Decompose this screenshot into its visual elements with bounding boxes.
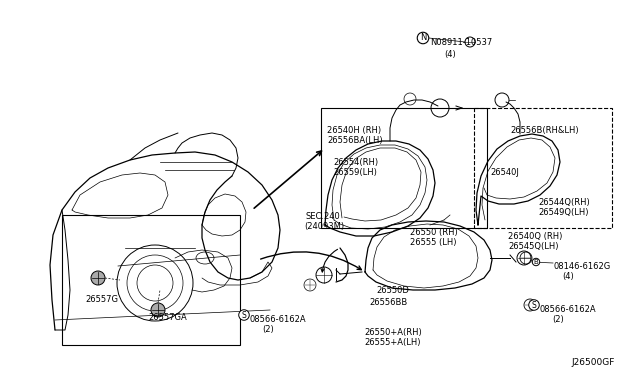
Text: 26550+A(RH): 26550+A(RH)	[364, 328, 422, 337]
Text: 26555+A(LH): 26555+A(LH)	[364, 338, 420, 347]
Text: 26557G: 26557G	[85, 295, 118, 304]
Text: (2): (2)	[262, 325, 274, 334]
Text: 26557GA: 26557GA	[148, 313, 187, 322]
Text: 26554(RH): 26554(RH)	[333, 158, 378, 167]
Text: 26545Q(LH): 26545Q(LH)	[508, 242, 559, 251]
Text: (24093M): (24093M)	[304, 222, 344, 231]
Text: S: S	[532, 301, 536, 310]
Text: B: B	[534, 259, 538, 265]
Text: 26544Q(RH): 26544Q(RH)	[538, 198, 589, 207]
Text: 26556BB: 26556BB	[369, 298, 407, 307]
Text: 26540J: 26540J	[490, 168, 519, 177]
Text: N08911-10537: N08911-10537	[430, 38, 492, 47]
Bar	[62, 215, 240, 345]
Text: 26540Q (RH): 26540Q (RH)	[508, 232, 563, 241]
Text: 08566-6162A: 08566-6162A	[540, 305, 596, 314]
Text: N: N	[420, 33, 426, 42]
Circle shape	[151, 303, 165, 317]
Text: J26500GF: J26500GF	[572, 358, 615, 367]
Text: 26556B(RH&LH): 26556B(RH&LH)	[510, 126, 579, 135]
Circle shape	[91, 271, 105, 285]
Text: 26559(LH): 26559(LH)	[333, 168, 377, 177]
Text: 26550 (RH): 26550 (RH)	[410, 228, 458, 237]
Text: 26540H (RH): 26540H (RH)	[327, 126, 381, 135]
Text: 26555 (LH): 26555 (LH)	[410, 238, 456, 247]
Text: S: S	[242, 311, 246, 320]
Text: 26556BA(LH): 26556BA(LH)	[327, 136, 383, 145]
Text: 08566-6162A: 08566-6162A	[249, 315, 306, 324]
Text: (4): (4)	[562, 272, 573, 281]
Text: SEC.240: SEC.240	[306, 212, 340, 221]
Text: 26549Q(LH): 26549Q(LH)	[538, 208, 589, 217]
Text: (2): (2)	[552, 315, 564, 324]
Text: 08146-6162G: 08146-6162G	[553, 262, 611, 271]
Bar	[321, 108, 487, 228]
Bar	[474, 108, 612, 228]
Text: 26550D: 26550D	[376, 286, 409, 295]
Text: (4): (4)	[444, 50, 456, 59]
